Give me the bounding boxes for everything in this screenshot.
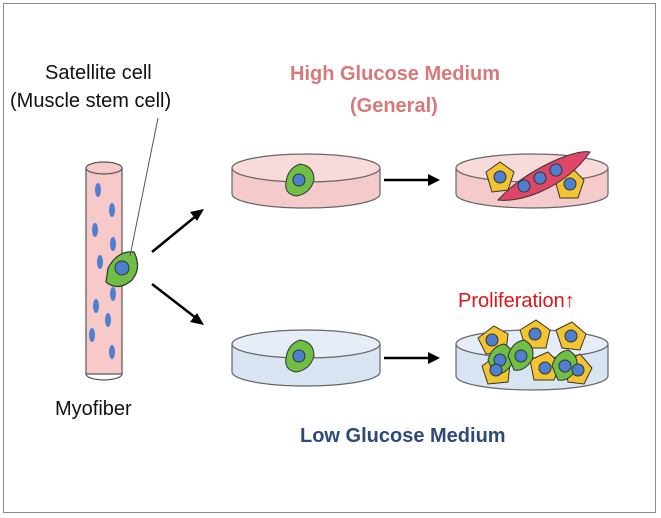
muscle-stem-cell-label: (Muscle stem cell)	[10, 90, 172, 112]
low-glucose-dish-start	[231, 329, 381, 387]
high-glucose-dish-differentiated	[455, 151, 609, 209]
high-glucose-subtitle: (General)	[350, 95, 438, 117]
branch-arrows	[151, 209, 204, 325]
satellite-cell	[105, 251, 139, 288]
satellite-cell-label: Satellite cell	[45, 62, 152, 84]
label-pointer-line	[129, 117, 159, 257]
myofiber-label: Myofiber	[55, 398, 132, 420]
high-glucose-dish-start	[231, 153, 381, 209]
myonuclei	[89, 183, 116, 359]
arrow-high	[384, 174, 440, 186]
proliferating-cells	[477, 319, 593, 385]
arrow-low	[384, 352, 440, 364]
low-glucose-dish-proliferated	[455, 319, 609, 391]
high-glucose-title: High Glucose Medium	[290, 63, 501, 85]
low-glucose-title: Low Glucose Medium	[300, 425, 506, 447]
myofiber	[85, 161, 123, 381]
proliferation-label: Proliferation↑	[458, 290, 575, 312]
